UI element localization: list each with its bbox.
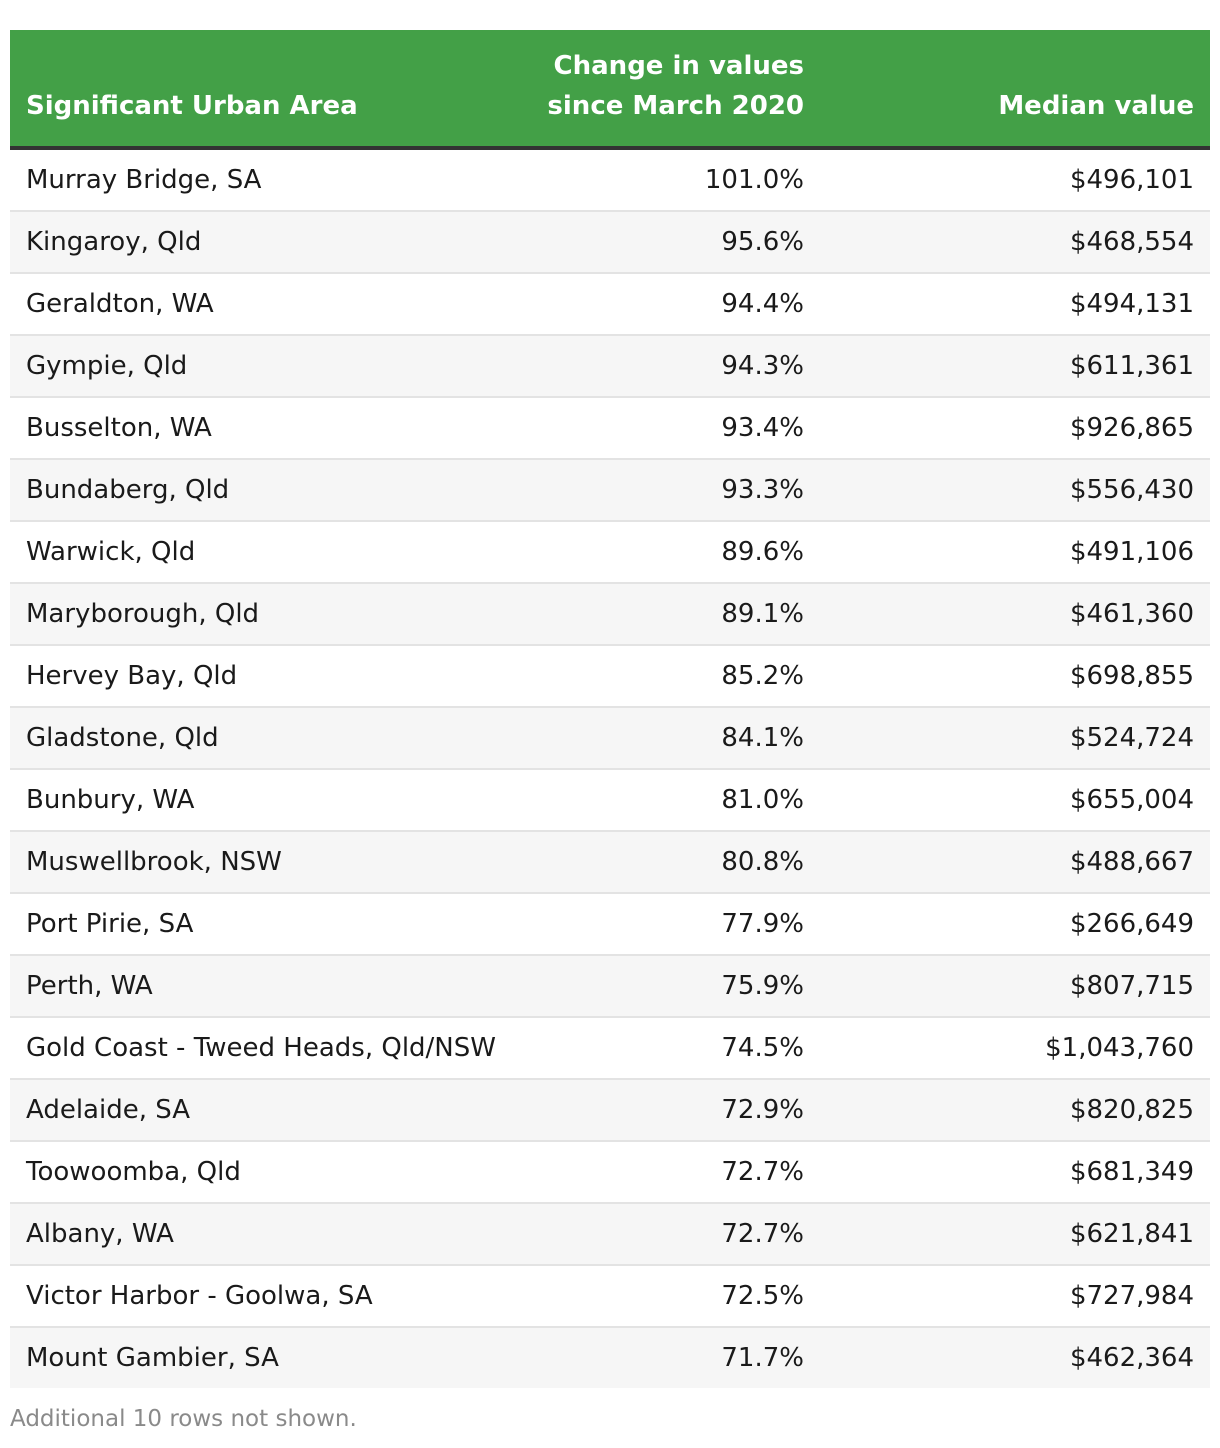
cell-area: Mount Gambier, SA bbox=[26, 1343, 279, 1373]
cell-change: 93.3% bbox=[520, 459, 820, 522]
cell-change: 93.4% bbox=[520, 397, 820, 460]
table-row: Toowoomba, Qld 72.7% $681,349 bbox=[10, 1141, 1210, 1204]
table-row: Mount Gambier, SA 71.7% $462,364 bbox=[10, 1327, 1210, 1388]
cell-change: 85.2% bbox=[520, 645, 820, 708]
table-row: Bunbury, WA 81.0% $655,004 bbox=[10, 769, 1210, 832]
table-row: Maryborough, Qld 89.1% $461,360 bbox=[10, 583, 1210, 646]
cell-median: $655,004 bbox=[820, 769, 1210, 832]
cell-area: Maryborough, Qld bbox=[10, 583, 520, 646]
table-row: Port Pirie, SA 77.9% $266,649 bbox=[10, 893, 1210, 956]
cell-change: 94.3% bbox=[520, 335, 820, 398]
cell-change: 94.4% bbox=[520, 273, 820, 336]
table-row: Hervey Bay, Qld 85.2% $698,855 bbox=[10, 645, 1210, 708]
table-row: Albany, WA 72.7% $621,841 bbox=[10, 1203, 1210, 1266]
cell-median: $1,043,760 bbox=[820, 1017, 1210, 1080]
cell-area: Port Pirie, SA bbox=[10, 893, 520, 956]
cell-area: Busselton, WA bbox=[10, 397, 520, 460]
cell-change: 95.6% bbox=[520, 211, 820, 274]
cell-median: $462,364 bbox=[1069, 1343, 1194, 1373]
data-table-container: Significant Urban Area Change in values … bbox=[10, 30, 1210, 1388]
cell-median: $461,360 bbox=[820, 583, 1210, 646]
cell-area: Hervey Bay, Qld bbox=[10, 645, 520, 708]
cell-change: 72.7% bbox=[520, 1203, 820, 1266]
cell-median: $807,715 bbox=[820, 955, 1210, 1018]
table-row: Muswellbrook, NSW 80.8% $488,667 bbox=[10, 831, 1210, 894]
cell-change: 101.0% bbox=[520, 148, 820, 212]
cell-median: $496,101 bbox=[820, 148, 1210, 212]
table-header: Significant Urban Area Change in values … bbox=[10, 30, 1210, 150]
cell-area: Bunbury, WA bbox=[10, 769, 520, 832]
cell-median: $494,131 bbox=[820, 273, 1210, 336]
cell-area: Toowoomba, Qld bbox=[10, 1141, 520, 1204]
table-row: Victor Harbor - Goolwa, SA 72.5% $727,984 bbox=[10, 1265, 1210, 1328]
cell-change: 72.5% bbox=[520, 1265, 820, 1328]
cell-area: Victor Harbor - Goolwa, SA bbox=[10, 1265, 520, 1328]
cell-change: 81.0% bbox=[520, 769, 820, 832]
table-row: Adelaide, SA 72.9% $820,825 bbox=[10, 1079, 1210, 1142]
cell-area: Albany, WA bbox=[10, 1203, 520, 1266]
table-row: Gympie, Qld 94.3% $611,361 bbox=[10, 335, 1210, 398]
cell-change: 89.6% bbox=[520, 521, 820, 584]
table-row: Gold Coast - Tweed Heads, Qld/NSW 74.5% $1… bbox=[10, 1017, 1210, 1080]
table-row: Murray Bridge, SA 101.0% $496,101 bbox=[10, 148, 1210, 212]
data-table: Significant Urban Area Change in values … bbox=[10, 30, 1210, 1388]
cell-area: Murray Bridge, SA bbox=[10, 148, 520, 212]
table-row: Kingaroy, Qld 95.6% $468,554 bbox=[10, 211, 1210, 274]
column-header-change[interactable]: Change in values since March 2020 bbox=[520, 30, 820, 150]
cell-area: Bundaberg, Qld bbox=[10, 459, 520, 522]
cell-median: $491,106 bbox=[820, 521, 1210, 584]
cell-area: Warwick, Qld bbox=[10, 521, 520, 584]
cell-median: $698,855 bbox=[820, 645, 1210, 708]
cell-median: $488,667 bbox=[820, 831, 1210, 894]
cell-change: 71.7% bbox=[721, 1343, 804, 1373]
table-row: Bundaberg, Qld 93.3% $556,430 bbox=[10, 459, 1210, 522]
footnote: Additional 10 rows not shown. bbox=[10, 1406, 357, 1432]
cell-area: Gladstone, Qld bbox=[10, 707, 520, 770]
table-row: Geraldton, WA 94.4% $494,131 bbox=[10, 273, 1210, 336]
cell-median: $926,865 bbox=[820, 397, 1210, 460]
header-row: Significant Urban Area Change in values … bbox=[10, 30, 1210, 150]
cell-median: $621,841 bbox=[820, 1203, 1210, 1266]
cell-change: 74.5% bbox=[520, 1017, 820, 1080]
cell-median: $266,649 bbox=[820, 893, 1210, 956]
cell-median: $468,554 bbox=[820, 211, 1210, 274]
cell-change: 72.9% bbox=[520, 1079, 820, 1142]
cell-area: Muswellbrook, NSW bbox=[10, 831, 520, 894]
cell-change: 80.8% bbox=[520, 831, 820, 894]
cell-area: Geraldton, WA bbox=[10, 273, 520, 336]
cell-median: $611,361 bbox=[820, 335, 1210, 398]
column-header-area[interactable]: Significant Urban Area bbox=[10, 30, 520, 150]
table-row: Gladstone, Qld 84.1% $524,724 bbox=[10, 707, 1210, 770]
cell-change: 89.1% bbox=[520, 583, 820, 646]
cell-area: Perth, WA bbox=[10, 955, 520, 1018]
cell-median: $820,825 bbox=[820, 1079, 1210, 1142]
table-body: Murray Bridge, SA 101.0% $496,101 Kingaroy,… bbox=[10, 148, 1210, 1388]
cell-area: Adelaide, SA bbox=[10, 1079, 520, 1142]
cell-median: $681,349 bbox=[820, 1141, 1210, 1204]
table-row: Busselton, WA 93.4% $926,865 bbox=[10, 397, 1210, 460]
table-row: Warwick, Qld 89.6% $491,106 bbox=[10, 521, 1210, 584]
column-header-median[interactable]: Median value bbox=[820, 30, 1210, 150]
cell-change: 84.1% bbox=[520, 707, 820, 770]
cell-change: 72.7% bbox=[520, 1141, 820, 1204]
cell-area: Kingaroy, Qld bbox=[10, 211, 520, 274]
cell-area: Gympie, Qld bbox=[10, 335, 520, 398]
cell-median: $727,984 bbox=[820, 1265, 1210, 1328]
cell-area: Gold Coast - Tweed Heads, Qld/NSW bbox=[10, 1017, 520, 1080]
cell-change: 75.9% bbox=[520, 955, 820, 1018]
table-row: Perth, WA 75.9% $807,715 bbox=[10, 955, 1210, 1018]
cell-median: $556,430 bbox=[820, 459, 1210, 522]
cell-median: $524,724 bbox=[820, 707, 1210, 770]
cell-change: 77.9% bbox=[520, 893, 820, 956]
